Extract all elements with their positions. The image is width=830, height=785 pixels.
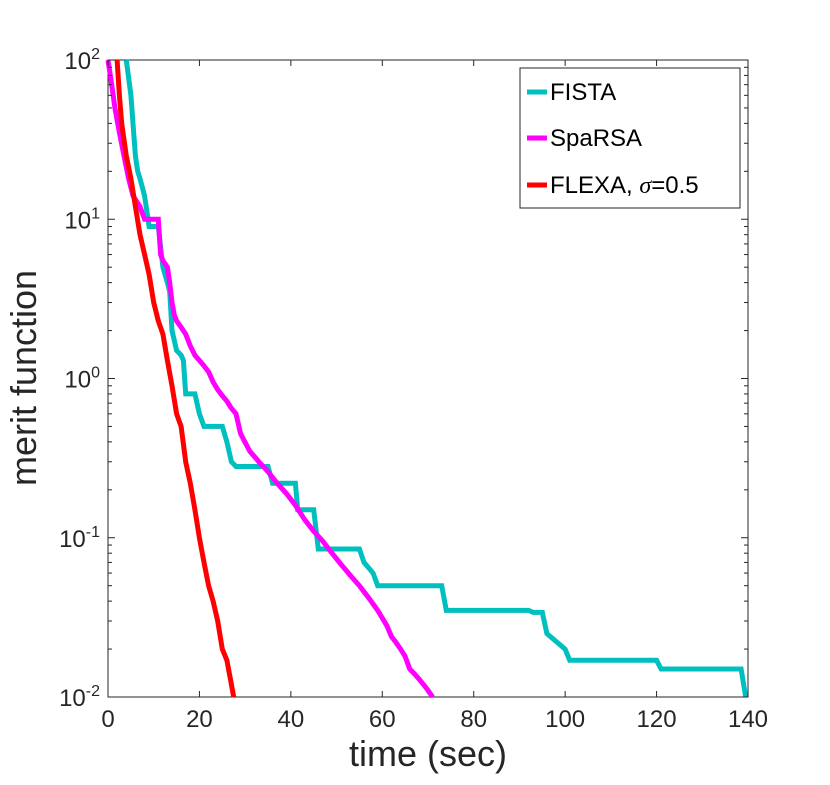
y-axis-label: merit function (3, 270, 44, 486)
legend-label-sparsa: SpaRSA (550, 125, 642, 152)
series-layer (105, 59, 749, 699)
series-line-flexa (114, 59, 237, 698)
y-tick-label: 101 (64, 205, 100, 234)
x-tick-label: 0 (101, 706, 114, 733)
x-tick-label: 60 (369, 706, 396, 733)
x-tick-label: 120 (637, 706, 677, 733)
y-tick-label: 102 (64, 46, 100, 75)
legend: FISTA SpaRSA FLEXA, σ=0.5 (519, 67, 741, 209)
series-line-fista (123, 59, 749, 698)
y-tick-label: 10-2 (59, 683, 100, 712)
x-axis-label: time (sec) (349, 733, 507, 774)
x-tick-label: 100 (545, 706, 585, 733)
x-tick-label: 140 (728, 706, 768, 733)
y-tick-label: 10-1 (59, 524, 100, 553)
x-tick-label: 20 (186, 706, 213, 733)
legend-label-flexa: FLEXA, σ=0.5 (550, 172, 699, 199)
y-tick-label: 100 (64, 365, 100, 394)
legend-box (519, 67, 741, 209)
x-tick-label: 80 (460, 706, 487, 733)
series-line-sparsa (105, 59, 435, 699)
x-axis-ticks: 0 20 40 60 80 100 120 140 (101, 60, 768, 733)
legend-label-fista: FISTA (550, 79, 616, 106)
y-axis-ticks: 10-2 10-1 100 101 102 (59, 46, 748, 712)
x-tick-label: 40 (278, 706, 305, 733)
